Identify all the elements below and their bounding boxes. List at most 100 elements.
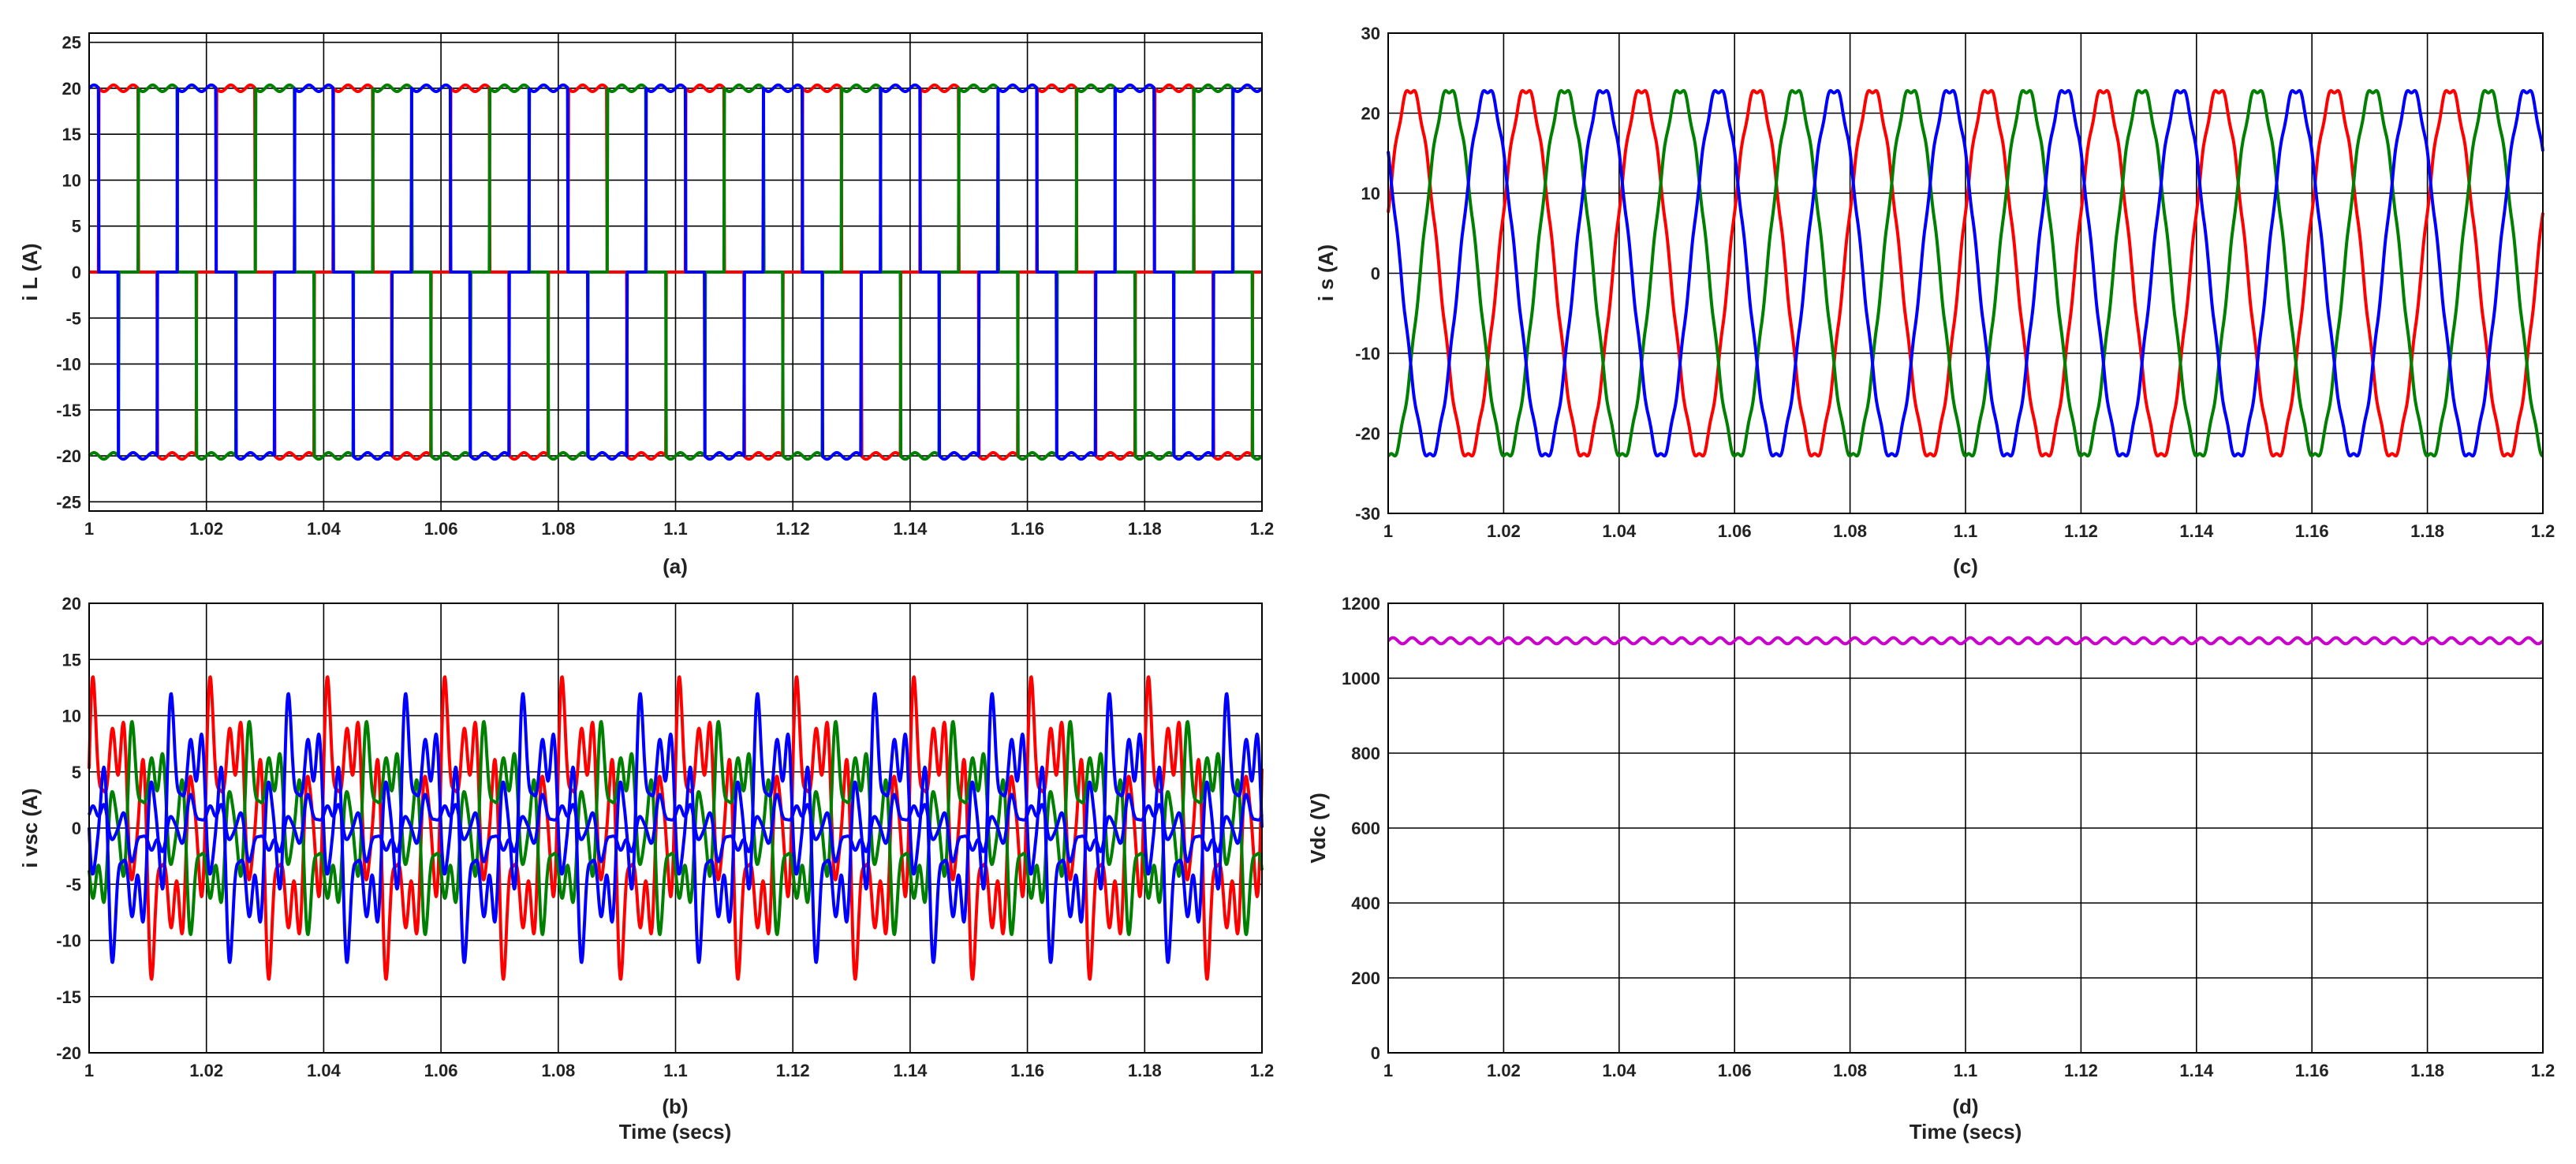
panel-b-series-2 xyxy=(88,692,1264,964)
panel-a-caption: (a) xyxy=(663,554,688,578)
panel-b-xtick-8: 1.16 xyxy=(1010,1061,1044,1080)
panel-c-xtick-1: 1.02 xyxy=(1487,521,1521,541)
panel-d-y-ticks: 1200 1000 800 600 400 200 0 xyxy=(1342,594,1380,1063)
panel-c-traces xyxy=(1387,88,2544,458)
panel-d-ytick-4: 400 xyxy=(1351,894,1380,913)
panel-b-ytick-6: -10 xyxy=(56,931,81,951)
panel-c-ytick-3: 0 xyxy=(1371,264,1380,284)
panel-c-ylabel: i s (A) xyxy=(1314,244,1338,301)
panel-c-frame xyxy=(1387,32,2544,514)
panel-c-xtick-6: 1.12 xyxy=(2064,521,2098,541)
panel-a-ytick-9: -20 xyxy=(56,446,81,466)
panel-c-xtick-4: 1.08 xyxy=(1833,521,1867,541)
panel-d-caption: (d) xyxy=(1952,1095,1978,1118)
panel-a-ytick-7: -10 xyxy=(56,355,81,375)
panel-d-ylabel: Vdc (V) xyxy=(1306,793,1330,864)
panel-d-xlabel: Time (secs) xyxy=(1910,1120,2022,1143)
panel-d-frame xyxy=(1387,603,2544,1054)
panel-d-xtick-1: 1.02 xyxy=(1487,1061,1521,1080)
panel-c-xtick-0: 1 xyxy=(1383,521,1393,541)
panel-a-xtick-5: 1.1 xyxy=(663,519,688,539)
panel-a-xtick-2: 1.04 xyxy=(307,519,342,539)
panel-c-xtick-8: 1.16 xyxy=(2295,521,2329,541)
panel-d-traces xyxy=(1387,636,2544,646)
panel-a-xtick-7: 1.14 xyxy=(893,519,928,539)
panel-d-xtick-5: 1.1 xyxy=(1954,1061,1978,1080)
panel-a: 25 20 15 10 5 0 -5 -10 -15 -20 -25 1 1.02 1.04 1.06 1.… xyxy=(18,32,1274,578)
panel-b-traces xyxy=(88,675,1264,981)
panel-d-ytick-6: 0 xyxy=(1371,1043,1380,1063)
panel-b: 20 15 10 5 0 -5 -10 -15 -20 1 1.02 1.04 1.06 1.08 1.1… xyxy=(18,594,1274,1143)
panel-a-ytick-2: 15 xyxy=(62,125,81,144)
panel-c-ytick-1: 20 xyxy=(1361,104,1380,124)
panel-b-x-ticks: 1 1.02 1.04 1.06 1.08 1.1 1.12 1.14 1.16 1.18 1.2 xyxy=(84,1061,1274,1080)
panel-b-xtick-7: 1.14 xyxy=(893,1061,928,1080)
panel-c-series-0 xyxy=(1387,88,2544,458)
panel-b-xtick-3: 1.06 xyxy=(424,1061,458,1080)
panel-a-series-2 xyxy=(88,83,1264,461)
panel-a-xtick-10: 1.2 xyxy=(1250,519,1275,539)
panel-b-xtick-5: 1.1 xyxy=(663,1061,688,1080)
panel-b-xlabel: Time (secs) xyxy=(619,1120,732,1143)
panel-d-xtick-3: 1.06 xyxy=(1718,1061,1752,1080)
panel-d-xtick-0: 1 xyxy=(1383,1061,1393,1080)
panel-d-ytick-1: 1000 xyxy=(1342,669,1380,688)
panel-c-ytick-2: 10 xyxy=(1361,184,1380,203)
panel-b-ytick-5: -5 xyxy=(65,875,81,894)
panel-a-ytick-1: 20 xyxy=(62,79,81,99)
panel-d-ytick-2: 800 xyxy=(1351,744,1380,763)
panel-a-ytick-3: 10 xyxy=(62,170,81,190)
panel-d-xtick-8: 1.16 xyxy=(2295,1061,2329,1080)
panel-c-xtick-9: 1.18 xyxy=(2410,521,2444,541)
panel-a-series-1 xyxy=(88,83,1264,461)
panel-a-ytick-8: -15 xyxy=(56,401,81,420)
panel-c-xtick-3: 1.06 xyxy=(1718,521,1752,541)
panel-b-xtick-1: 1.02 xyxy=(189,1061,223,1080)
panel-a-xtick-3: 1.06 xyxy=(424,519,458,539)
panel-d-grid xyxy=(1388,603,2543,1053)
panel-c-ytick-6: -30 xyxy=(1355,504,1380,524)
panel-b-frame xyxy=(88,603,1263,1054)
panel-c-xtick-7: 1.14 xyxy=(2179,521,2214,541)
panel-c-xtick-2: 1.04 xyxy=(1602,521,1637,541)
panel-b-ytick-0: 20 xyxy=(62,594,81,614)
panel-d-series-0 xyxy=(1387,636,2544,646)
panel-a-traces xyxy=(88,83,1264,461)
panel-b-y-ticks: 20 15 10 5 0 -5 -10 -15 -20 xyxy=(56,594,81,1063)
panel-c-ytick-5: -20 xyxy=(1355,424,1380,444)
panel-c-ytick-0: 30 xyxy=(1361,24,1380,43)
panel-a-xtick-0: 1 xyxy=(84,519,94,539)
panel-d-xtick-9: 1.18 xyxy=(2410,1061,2444,1080)
panel-d-xtick-6: 1.12 xyxy=(2064,1061,2098,1080)
panel-b-xtick-2: 1.04 xyxy=(307,1061,342,1080)
panel-d-ytick-0: 1200 xyxy=(1342,594,1380,614)
panel-d-xtick-4: 1.08 xyxy=(1833,1061,1867,1080)
panel-a-frame xyxy=(88,32,1263,512)
panel-b-ylabel: i vsc (A) xyxy=(18,788,42,867)
panel-c-xtick-5: 1.1 xyxy=(1954,521,1978,541)
panel-a-ytick-4: 5 xyxy=(72,217,81,237)
panel-d-xtick-7: 1.14 xyxy=(2179,1061,2214,1080)
panel-b-xtick-6: 1.12 xyxy=(776,1061,810,1080)
panel-b-xtick-9: 1.18 xyxy=(1128,1061,1162,1080)
panel-a-xtick-6: 1.12 xyxy=(776,519,810,539)
panel-a-ytick-10: -25 xyxy=(56,492,81,512)
panel-a-xtick-8: 1.16 xyxy=(1010,519,1044,539)
panel-a-series-0 xyxy=(88,83,1264,461)
panel-d-xtick-10: 1.2 xyxy=(2531,1061,2555,1080)
panel-b-ytick-7: -15 xyxy=(56,987,81,1007)
panel-b-ytick-8: -20 xyxy=(56,1043,81,1063)
panel-c-xtick-10: 1.2 xyxy=(2531,521,2555,541)
panel-d-xtick-2: 1.04 xyxy=(1602,1061,1637,1080)
panel-c-caption: (c) xyxy=(1953,554,1978,578)
panel-d-x-ticks: 1 1.02 1.04 1.06 1.08 1.1 1.12 1.14 1.16 1.18 1.2 xyxy=(1383,1061,2555,1080)
panel-a-x-ticks: 1 1.02 1.04 1.06 1.08 1.1 1.12 1.14 1.16 1.18 1.2 xyxy=(84,519,1274,539)
panel-a-y-ticks: 25 20 15 10 5 0 -5 -10 -15 -20 -25 xyxy=(56,33,81,513)
panel-b-caption: (b) xyxy=(662,1095,688,1118)
panel-c-x-ticks: 1 1.02 1.04 1.06 1.08 1.1 1.12 1.14 1.16 1.18 1.2 xyxy=(1383,521,2555,541)
panel-b-ytick-1: 15 xyxy=(62,650,81,670)
panel-c-series-2 xyxy=(1387,88,2544,458)
panel-d-ytick-5: 200 xyxy=(1351,968,1380,988)
panel-b-ytick-3: 5 xyxy=(72,763,81,782)
